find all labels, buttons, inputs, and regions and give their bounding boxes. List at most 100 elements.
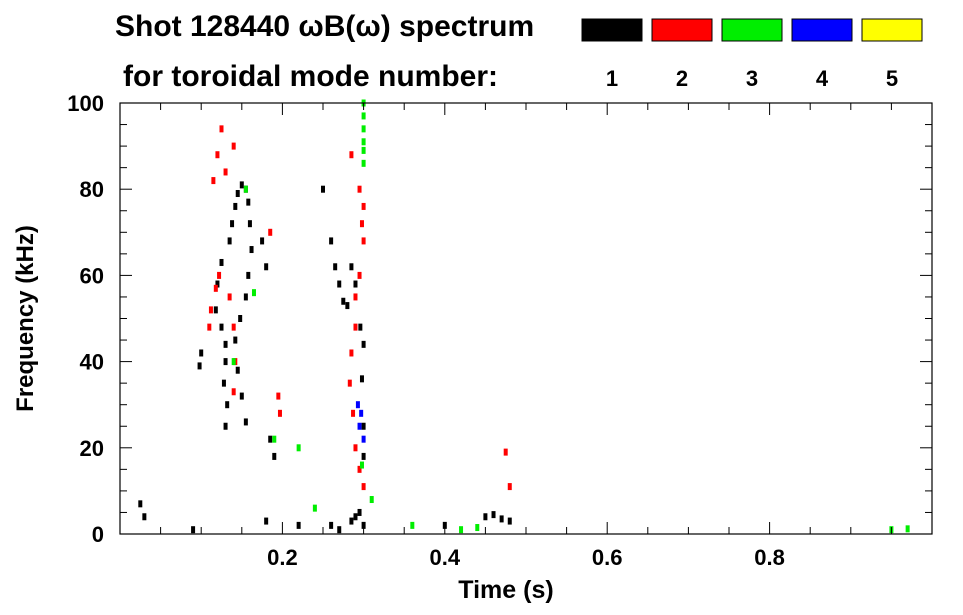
chart-title: Shot 128440 ωB(ω) spectrum: [115, 10, 534, 43]
spectrum-point-mode-2: [231, 388, 236, 396]
spectrum-point-mode-1: [333, 263, 338, 271]
spectrum-point-mode-2: [503, 448, 508, 456]
spectrum-point-mode-2: [361, 237, 366, 245]
spectrum-point-mode-1: [246, 198, 251, 206]
spectrum-point-mode-1: [221, 379, 226, 387]
spectrum-point-mode-1: [235, 190, 240, 198]
spectrum-point-mode-1: [191, 526, 196, 534]
spectrum-point-mode-1: [361, 340, 366, 348]
x-tick-label: 0.4: [430, 545, 461, 570]
spectrum-point-mode-1: [223, 422, 228, 430]
spectrum-point-mode-2: [347, 379, 352, 387]
spectrum-point-mode-2: [223, 168, 228, 176]
spectrum-point-mode-1: [499, 515, 504, 523]
spectrum-point-mode-2: [357, 271, 362, 279]
spectrum-point-mode-3: [369, 496, 374, 504]
x-tick-label: 0.6: [592, 545, 623, 570]
spectrum-point-mode-2: [357, 185, 362, 193]
spectrum-point-mode-3: [359, 461, 364, 469]
spectrum-point-mode-1: [353, 280, 358, 288]
spectrum-point-mode-2: [349, 349, 354, 357]
spectrum-point-mode-1: [247, 220, 252, 228]
spectrum-point-mode-1: [233, 336, 238, 344]
legend-swatch-mode-2: [651, 18, 713, 42]
spectrum-point-mode-3: [475, 524, 480, 532]
spectrum-point-mode-2: [359, 220, 364, 228]
spectrum-point-mode-1: [507, 517, 512, 525]
spectrum-point-mode-3: [410, 521, 415, 529]
spectrum-point-mode-1: [238, 315, 243, 322]
spectrum-point-mode-4: [355, 401, 360, 409]
spectrum-point-mode-1: [243, 293, 248, 301]
spectrum-point-mode-1: [233, 202, 238, 210]
spectrum-point-mode-4: [361, 435, 366, 443]
y-tick-label: 0: [92, 522, 104, 547]
spectrum-point-mode-3: [459, 526, 464, 534]
chart-subtitle: for toroidal mode number:: [123, 60, 498, 93]
spectrum-point-mode-1: [223, 358, 228, 366]
spectrum-point-mode-3: [361, 138, 366, 146]
y-tick-label: 40: [80, 350, 104, 375]
spectrum-point-mode-3: [243, 185, 248, 193]
spectrum-point-mode-2: [349, 151, 354, 159]
spectrum-point-mode-1: [243, 418, 248, 426]
spectrum-point-mode-1: [357, 508, 362, 516]
spectrum-point-mode-2: [268, 228, 273, 236]
spectrum-point-mode-1: [491, 511, 496, 519]
spectrum-point-mode-4: [357, 422, 362, 430]
spectrum-point-mode-1: [268, 435, 273, 443]
y-tick-label: 20: [80, 436, 104, 461]
spectrum-point-mode-1: [219, 323, 224, 331]
spectrum-point-mode-1: [483, 513, 488, 521]
spectrum-point-mode-1: [353, 513, 358, 521]
legend-label-mode-3: 3: [746, 66, 758, 91]
x-axis-label: Time (s): [458, 576, 553, 604]
spectrum-point-mode-1: [361, 452, 366, 460]
spectrum-point-mode-1: [345, 302, 350, 310]
spectrum-point-mode-1: [341, 297, 346, 305]
legend-swatch-mode-3: [721, 18, 783, 42]
spectrum-point-mode-1: [359, 375, 364, 383]
spectrum-point-mode-1: [142, 513, 147, 521]
spectrum-point-mode-1: [337, 526, 342, 534]
spectrum-point-mode-1: [239, 392, 244, 400]
legend-swatch-mode-1: [581, 18, 643, 42]
spectrum-point-mode-1: [264, 517, 269, 525]
spectrum-point-mode-3: [231, 358, 236, 366]
x-tick-label: 0.2: [267, 545, 298, 570]
spectrum-point-mode-2: [277, 409, 282, 417]
legend-label-mode-5: 5: [886, 66, 898, 91]
legend-label-mode-1: 1: [606, 66, 618, 91]
spectrum-point-mode-2: [353, 444, 358, 452]
spectrum-point-mode-1: [215, 280, 220, 288]
spectrum-point-mode-2: [507, 483, 512, 491]
spectrum-point-mode-2: [353, 323, 358, 331]
legend-label-mode-4: 4: [816, 66, 829, 91]
spectrum-point-mode-1: [329, 237, 334, 245]
spectrum-point-mode-1: [349, 517, 354, 525]
spectrum-point-mode-1: [358, 323, 363, 331]
spectrum-point-mode-1: [264, 263, 269, 271]
spectrum-point-mode-2: [276, 392, 281, 400]
spectrum-point-mode-1: [199, 349, 204, 357]
y-axis: 0 20 40 60 80 100: [67, 91, 932, 547]
spectrum-point-mode-1: [246, 271, 251, 279]
spectrum-point-mode-1: [227, 237, 232, 245]
spectrum-point-mode-1: [230, 220, 235, 228]
spectrum-point-mode-2: [353, 293, 358, 301]
spectrum-point-mode-3: [361, 125, 366, 133]
spectrum-point-mode-3: [251, 289, 256, 297]
legend-label-mode-2: 2: [676, 66, 688, 91]
title-block: Shot 128440 ωB(ω) spectrum for toroidal …: [115, 10, 534, 93]
spectrum-point-mode-3: [312, 504, 317, 512]
spectrum-point-mode-1: [361, 521, 366, 529]
spectrum-point-mode-2: [207, 323, 212, 331]
spectrum-point-mode-3: [296, 444, 301, 452]
spectrum-point-mode-3: [361, 146, 366, 154]
legend-swatch-mode-5: [861, 18, 923, 42]
spectrum-point-mode-2: [227, 293, 232, 301]
y-axis-label: Frequency (kHz): [12, 225, 39, 412]
spectrum-point-mode-1: [249, 246, 254, 254]
spectrum-point-mode-1: [361, 422, 366, 430]
